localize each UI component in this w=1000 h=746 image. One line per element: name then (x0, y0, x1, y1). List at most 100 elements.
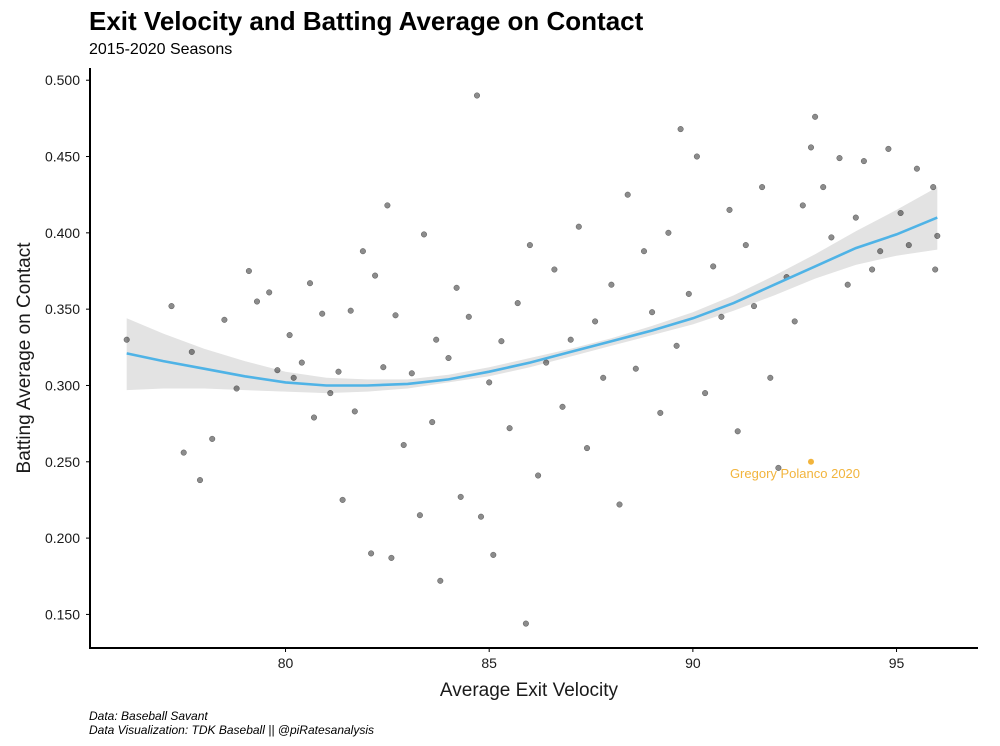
scatter-point (221, 316, 228, 323)
scatter-point (310, 414, 318, 421)
scatter-point (514, 300, 521, 307)
scatter-point (274, 367, 281, 374)
confidence-band (126, 187, 938, 394)
scatter-point (522, 620, 529, 627)
y-tick-label: 0.300 (45, 377, 80, 393)
scatter-point (266, 289, 273, 296)
scatter-point (844, 281, 851, 288)
data-points (123, 92, 941, 627)
scatter-point (543, 359, 550, 366)
scatter-point (852, 214, 859, 221)
scatter-point (388, 554, 395, 561)
highlight-layer: Gregory Polanco 2020 (730, 458, 860, 481)
trend-line-path (126, 216, 938, 387)
scatter-point (820, 184, 827, 191)
scatter-point (372, 272, 379, 279)
scatter-point (347, 307, 354, 314)
scatter-point (490, 551, 497, 558)
scatter-point (702, 390, 709, 397)
x-axis-ticks: 80 85 90 95 (278, 648, 905, 671)
scatter-point (726, 206, 733, 213)
scatter-point (742, 242, 749, 249)
scatter-point (791, 318, 798, 325)
scatter-point (245, 267, 252, 275)
scatter-point (828, 234, 835, 241)
scatter-point (416, 512, 423, 519)
scatter-point (575, 223, 582, 230)
highlight-label: Gregory Polanco 2020 (730, 466, 860, 481)
axes (89, 68, 978, 649)
scatter-point (767, 374, 774, 381)
scatter-point (673, 342, 680, 349)
scatter-point (298, 359, 305, 366)
x-tick-label: 85 (481, 655, 497, 671)
caption-credit: Data Visualization: TDK Baseball || @piR… (89, 723, 374, 737)
scatter-point (897, 209, 904, 217)
scatter-point (453, 284, 460, 291)
y-tick-label: 0.450 (45, 149, 80, 165)
scatter-point (640, 248, 648, 255)
scatter-point (860, 158, 867, 165)
caption-data-source: Data: Baseball Savant (89, 709, 208, 723)
scatter-point (649, 309, 656, 316)
scatter-point (123, 336, 130, 343)
scatter-point (196, 477, 204, 484)
scatter-point (885, 145, 892, 152)
scatter-point (685, 290, 692, 297)
scatter-point (677, 126, 684, 133)
scatter-point (775, 464, 782, 471)
scatter-point (807, 144, 815, 151)
scatter-point (327, 390, 334, 397)
scatter-point (600, 374, 607, 381)
y-tick-label: 0.400 (45, 225, 80, 241)
scatter-point (932, 266, 939, 273)
y-tick-label: 0.150 (45, 606, 80, 622)
chart-subtitle: 2015-2020 Seasons (89, 41, 233, 58)
scatter-point (934, 232, 941, 239)
scatter-point (567, 336, 574, 343)
scatter-point (750, 303, 758, 310)
scatter-point (665, 229, 672, 236)
chart-title: Exit Velocity and Batting Average on Con… (89, 6, 644, 36)
scatter-point (734, 428, 741, 435)
y-axis-ticks: 0.150 0.200 0.250 0.300 0.350 0.400 0.450 0.500 (45, 72, 90, 622)
scatter-point (535, 472, 542, 479)
scatter-point (718, 313, 725, 320)
trend-line (126, 216, 938, 387)
scatter-point (473, 92, 481, 99)
scatter-point (710, 263, 717, 270)
scatter-point (551, 266, 558, 273)
scatter-point (759, 184, 766, 191)
scatter-point (420, 231, 428, 238)
scatter-point (913, 165, 920, 172)
scatter-point (477, 513, 485, 520)
scatter-point (616, 501, 623, 508)
scatter-point (351, 408, 358, 415)
scatter-point (445, 354, 452, 362)
scatter-point (632, 365, 639, 372)
scatter-point (869, 266, 876, 273)
scatter-point (930, 184, 937, 191)
scatter-point (180, 449, 187, 456)
scatter-point (877, 248, 884, 255)
scatter-point (306, 280, 314, 287)
scatter-point (457, 493, 464, 500)
scatter-point (433, 336, 440, 343)
scatter-point (400, 441, 407, 449)
scatter-point (384, 202, 391, 209)
scatter-point (408, 370, 415, 377)
scatter-point (168, 303, 175, 310)
scatter-point (380, 364, 387, 371)
scatter-point (429, 419, 436, 426)
scatter-point (339, 496, 346, 503)
scatter-point (368, 550, 375, 557)
x-tick-label: 90 (685, 655, 701, 671)
y-tick-label: 0.500 (45, 72, 80, 88)
scatter-point (905, 242, 912, 249)
x-tick-label: 95 (889, 655, 905, 671)
scatter-point (624, 191, 631, 198)
scatter-point (392, 312, 399, 319)
y-tick-label: 0.250 (45, 454, 80, 470)
scatter-point (506, 425, 513, 432)
scatter-point (559, 403, 566, 410)
